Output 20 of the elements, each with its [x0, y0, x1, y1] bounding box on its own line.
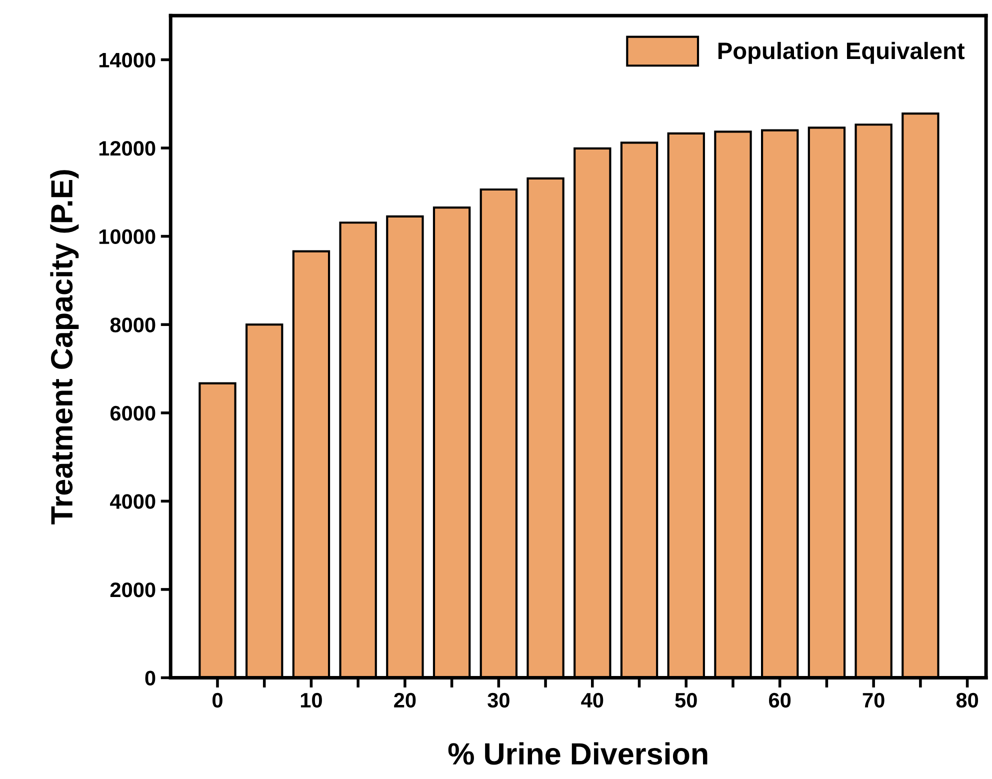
x-tick-label: 30: [488, 692, 510, 708]
y-axis-title: Treatment Capacity (P.E): [50, 170, 79, 524]
x-tick-label: 60: [769, 692, 791, 708]
y-tick-label: 14000: [99, 52, 156, 68]
y-tick-label: 10000: [99, 229, 156, 244]
x-tick-label: 40: [581, 692, 604, 708]
y-tick-label: 12000: [99, 141, 156, 156]
x-tick-label: 80: [956, 692, 978, 708]
y-tick-label: 6000: [110, 406, 156, 421]
x-tick-label: 10: [300, 692, 322, 708]
y-tick-label: 2000: [110, 582, 156, 598]
x-tick-label: 70: [862, 692, 884, 708]
y-tick-label: 0: [145, 670, 156, 686]
x-tick-label: 0: [212, 692, 222, 708]
x-axis-title: % Urine Diversion: [448, 742, 708, 765]
legend-label: Population Equivalent: [718, 42, 965, 64]
x-tick-label: 20: [394, 692, 416, 708]
y-tick-label: 8000: [110, 318, 156, 332]
x-tick-label: 50: [675, 692, 697, 708]
y-tick-label: 4000: [110, 494, 156, 509]
